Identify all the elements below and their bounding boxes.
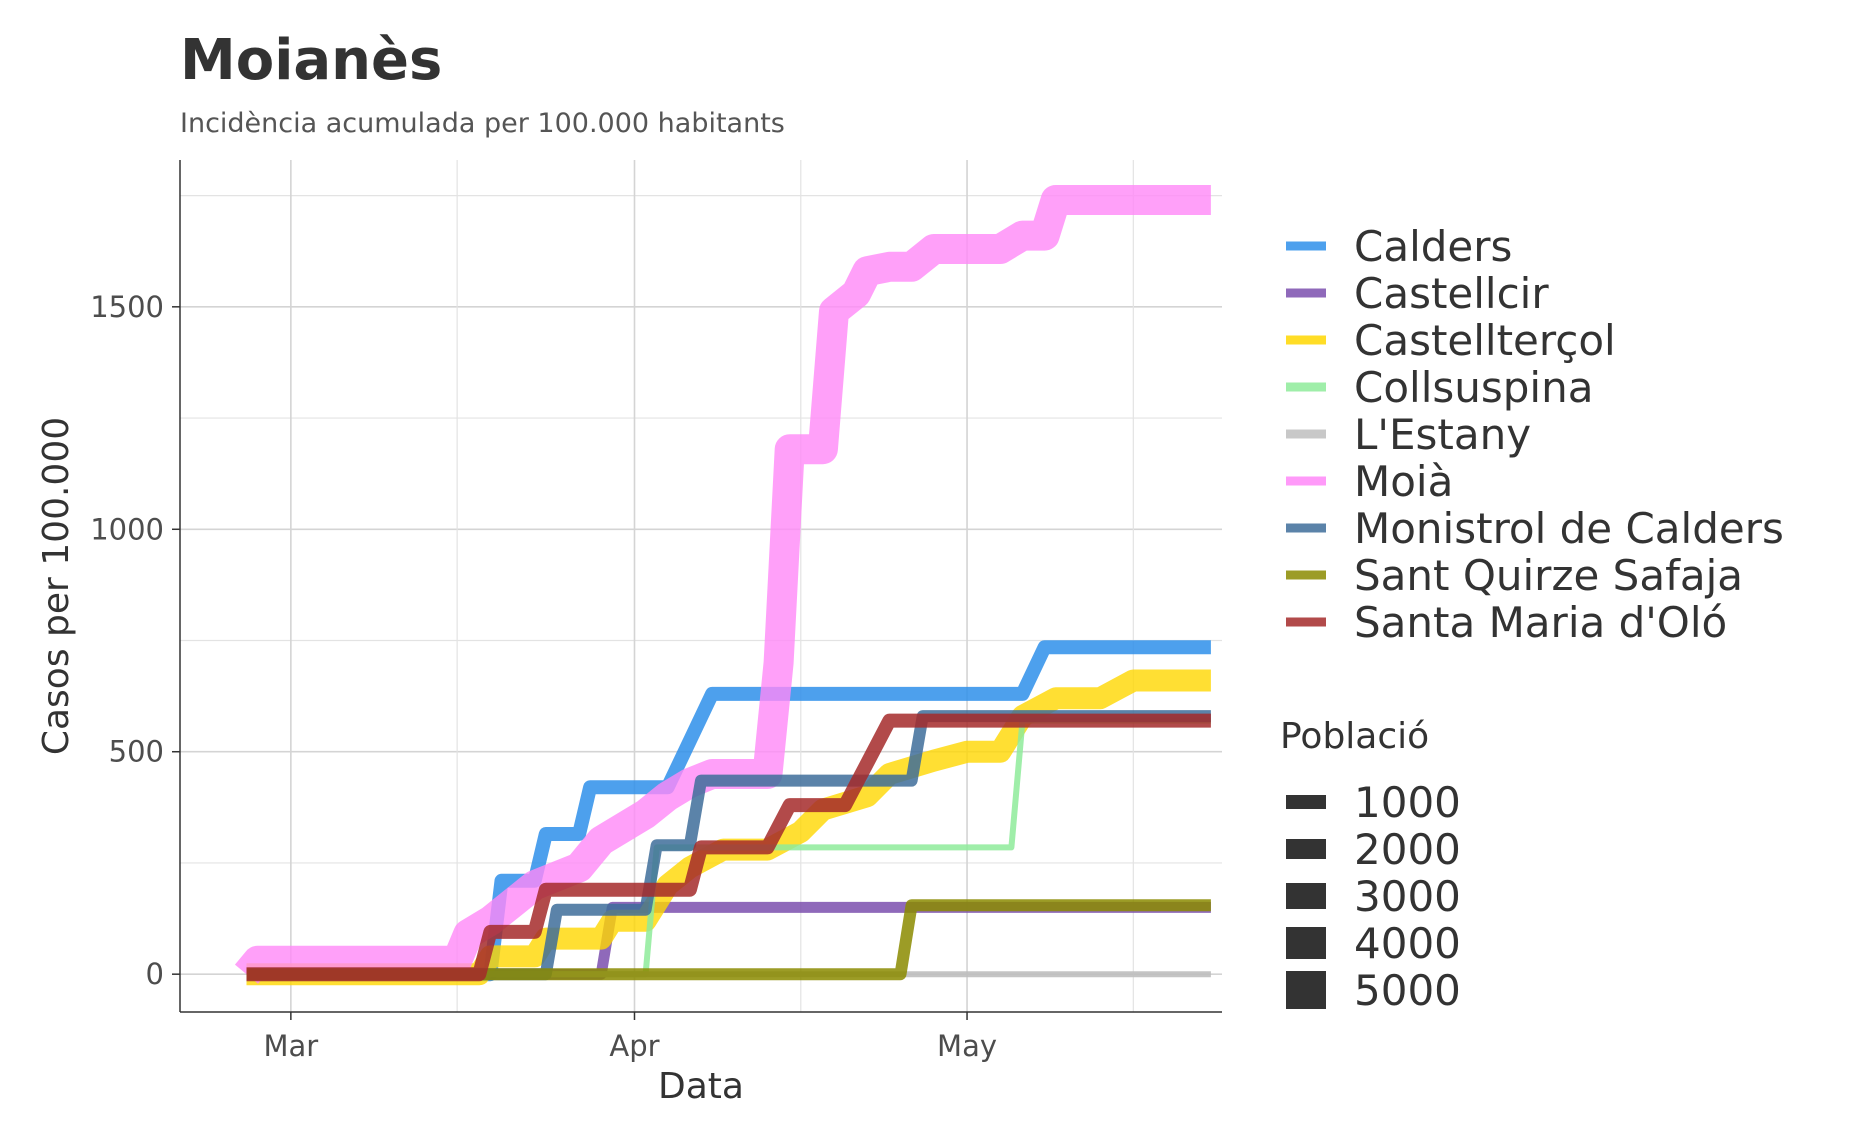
size-legend-title: Població [1280, 716, 1429, 757]
x-axis-title: Data [658, 1066, 744, 1107]
legend-label-5: Moià [1354, 457, 1453, 506]
axes: 0 500 1000 1500 Mar Apr May [90, 160, 1222, 1063]
series-line-7 [246, 899, 1211, 981]
size-legend-label-4: 5000 [1354, 966, 1461, 1015]
y-axis-title: Casos per 100.000 [36, 417, 77, 755]
legend-label-1: Castellcir [1354, 269, 1549, 318]
x-tick-label: Mar [263, 1029, 318, 1063]
y-tick-label: 1000 [90, 512, 164, 546]
size-legend-label-3: 4000 [1354, 919, 1461, 968]
size-legend-label-1: 2000 [1354, 825, 1461, 874]
series-lines [234, 185, 1211, 986]
legend-label-2: Castellterçol [1354, 316, 1616, 365]
legend-label-0: Calders [1354, 222, 1512, 271]
grid [180, 160, 1222, 1012]
y-tick-label: 0 [146, 957, 164, 991]
size-legend-label-2: 3000 [1354, 872, 1461, 921]
legend-label-7: Sant Quirze Safaja [1354, 551, 1743, 600]
x-tick-label: Apr [609, 1029, 659, 1063]
legend-label-3: Collsuspina [1354, 363, 1593, 412]
series-line-6 [246, 710, 1211, 981]
chart-subtitle: Incidència acumulada per 100.000 habitan… [180, 108, 785, 139]
y-tick-label: 1500 [90, 290, 164, 324]
chart-title: Moianès [180, 28, 443, 93]
y-tick-label: 500 [109, 735, 164, 769]
x-tick-label: May [937, 1029, 997, 1063]
legend-label-6: Monistrol de Calders [1354, 504, 1784, 553]
legend: CaldersCastellcirCastellterçolCollsuspin… [1286, 222, 1784, 647]
series-line-5 [234, 185, 1211, 984]
size-legend-label-0: 1000 [1354, 778, 1461, 827]
legend-label-8: Santa Maria d'Oló [1354, 598, 1727, 647]
series-line-0 [246, 640, 1211, 982]
legend-label-4: L'Estany [1354, 410, 1531, 459]
series-line-8 [246, 713, 1211, 982]
